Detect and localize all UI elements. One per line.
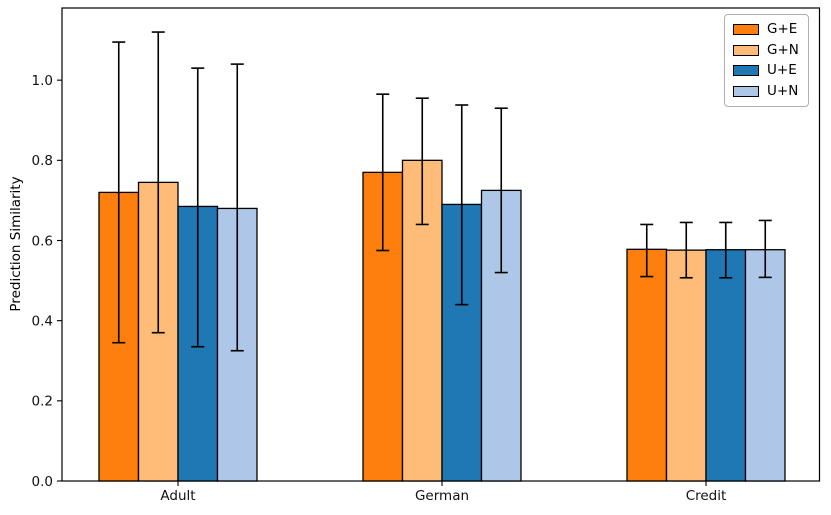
legend: G+E G+N U+E U+N: [724, 14, 809, 108]
legend-item-G+E: G+E: [733, 21, 799, 38]
x-tick-label: Credit: [686, 488, 727, 504]
legend-label: U+N: [767, 82, 799, 99]
legend-label: G+E: [767, 21, 798, 37]
legend-swatch-icon: [733, 65, 759, 77]
y-tick-label: 0.6: [32, 233, 53, 249]
bar-G+E-Credit: [626, 248, 668, 482]
y-tick-label: 0.4: [32, 313, 53, 329]
legend-swatch-icon: [733, 85, 759, 97]
legend-label: G+N: [767, 41, 799, 58]
legend-swatch-icon: [733, 44, 759, 56]
y-tick-label: 0.8: [32, 153, 53, 169]
bar-G+N-Credit: [665, 249, 707, 482]
x-tick-label: Adult: [160, 488, 195, 504]
y-tick-label: 0.2: [32, 394, 53, 410]
x-tick-label: German: [415, 488, 469, 504]
y-tick-label: 0.0: [32, 474, 53, 490]
legend-item-G+N: G+N: [733, 41, 799, 59]
bar-U+N-Credit: [744, 249, 786, 482]
legend-item-U+E: U+E: [733, 63, 799, 79]
bar-U+E-Credit: [705, 249, 747, 482]
legend-swatch-icon: [733, 24, 759, 36]
y-tick-label: 1.0: [32, 73, 53, 89]
legend-label: U+E: [767, 62, 797, 79]
legend-item-U+N: U+N: [733, 82, 799, 100]
